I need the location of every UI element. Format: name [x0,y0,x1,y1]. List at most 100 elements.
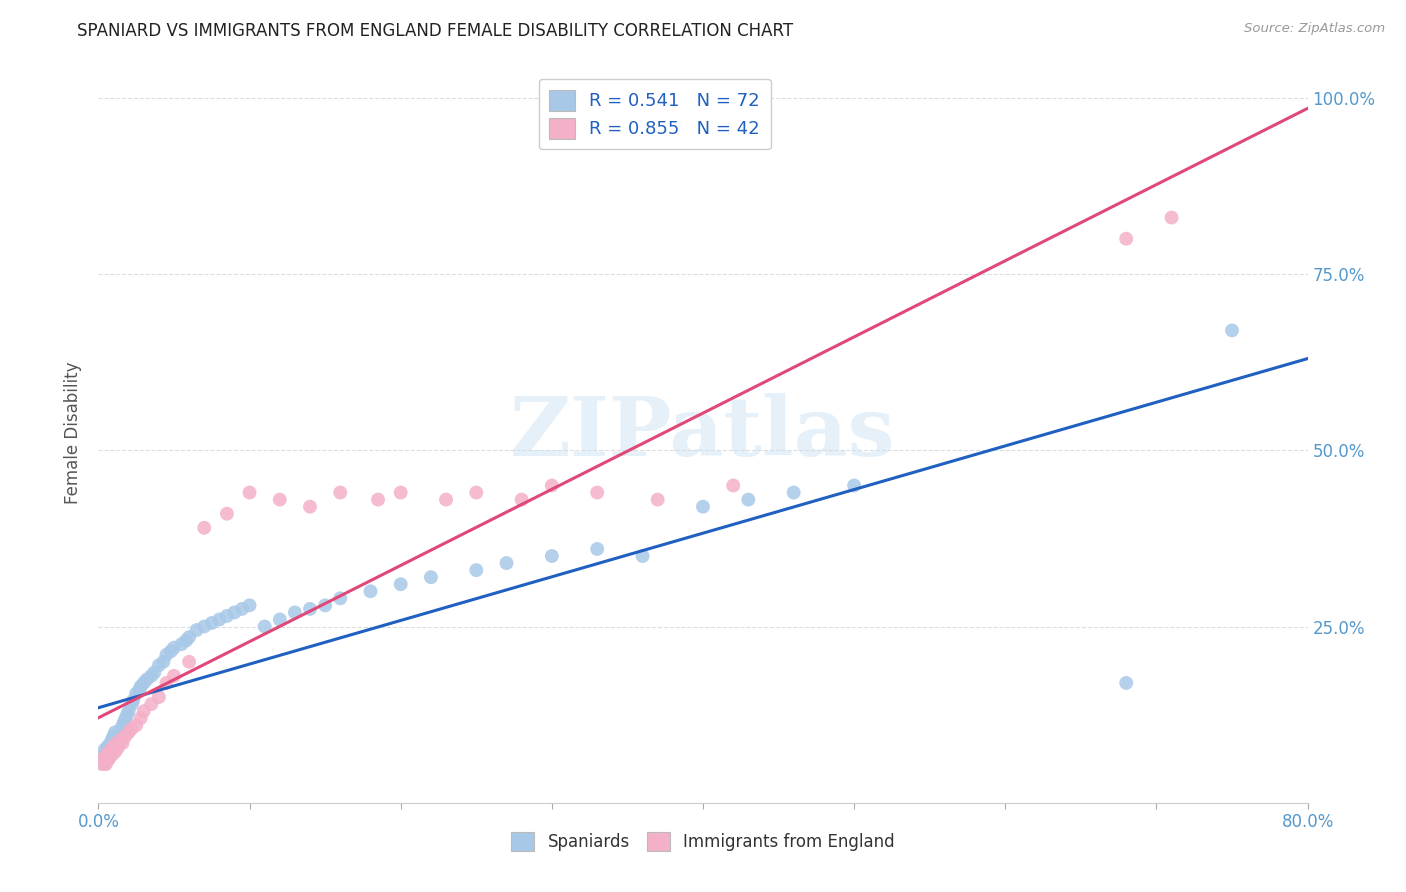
Point [96,747,118,761]
Point [692,500,714,514]
Point [143,665,166,680]
Point [96,739,118,754]
Point [118,725,141,739]
Point [141,697,163,711]
Point [93,757,115,772]
Point [94,757,117,772]
Y-axis label: Female Disability: Female Disability [65,361,83,504]
Point [1115,676,1137,690]
Point [495,556,517,570]
Point [108,725,131,739]
Point [193,619,215,633]
Point [107,740,129,755]
Point [121,697,143,711]
Point [160,644,183,658]
Point [329,591,352,606]
Text: SPANIARD VS IMMIGRANTS FROM ENGLAND FEMALE DISABILITY CORRELATION CHART: SPANIARD VS IMMIGRANTS FROM ENGLAND FEMA… [77,22,793,40]
Point [104,725,127,739]
Point [100,747,122,762]
Point [93,750,115,764]
Point [114,729,136,743]
Point [132,704,155,718]
Point [105,736,128,750]
Point [586,485,609,500]
Point [1220,323,1243,337]
Point [135,673,157,687]
Point [465,485,488,500]
Point [253,619,276,633]
Point [215,609,238,624]
Point [631,549,654,563]
Point [141,669,163,683]
Point [101,732,124,747]
Point [170,637,193,651]
Point [239,485,262,500]
Point [110,732,132,747]
Point [152,655,174,669]
Point [163,640,186,655]
Point [132,676,155,690]
Point [299,500,322,514]
Legend: Spaniards, Immigrants from England: Spaniards, Immigrants from England [501,822,905,861]
Point [111,718,134,732]
Point [98,752,121,766]
Point [540,478,562,492]
Point [239,599,262,613]
Point [510,492,533,507]
Point [118,704,141,718]
Point [269,492,291,507]
Point [174,633,197,648]
Point [434,492,457,507]
Point [148,690,170,704]
Text: ZIPatlas: ZIPatlas [510,392,896,473]
Point [215,507,238,521]
Point [90,757,112,772]
Point [540,549,562,563]
Point [844,478,866,492]
Point [420,570,443,584]
Point [465,563,488,577]
Point [101,747,124,762]
Text: Source: ZipAtlas.com: Source: ZipAtlas.com [1244,22,1385,36]
Point [329,485,352,500]
Point [148,658,170,673]
Point [193,521,215,535]
Point [121,722,143,736]
Point [107,729,129,743]
Point [224,606,246,620]
Point [1160,211,1182,225]
Point [103,739,125,754]
Point [110,722,132,736]
Point [91,754,114,768]
Point [105,736,128,750]
Point [201,615,224,630]
Point [783,485,806,500]
Point [389,485,412,500]
Point [231,602,253,616]
Point [100,736,122,750]
Point [103,729,125,743]
Point [129,711,152,725]
Point [586,541,609,556]
Point [100,743,122,757]
Point [179,630,201,644]
Point [129,680,152,694]
Point [98,750,121,764]
Point [1115,232,1137,246]
Point [114,711,136,725]
Point [299,602,322,616]
Point [163,669,186,683]
Point [208,612,231,626]
Point [104,745,127,759]
Point [90,754,112,768]
Point [179,655,201,669]
Point [93,743,115,757]
Point [723,478,745,492]
Point [125,718,148,732]
Point [314,599,336,613]
Point [389,577,412,591]
Point [122,693,145,707]
Point [94,754,117,768]
Point [104,739,127,754]
Point [269,612,291,626]
